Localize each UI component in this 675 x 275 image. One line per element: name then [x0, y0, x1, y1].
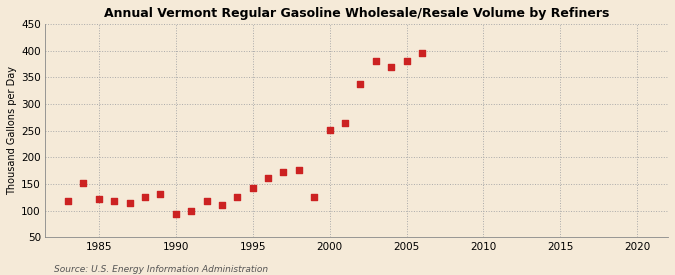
Point [170, 212, 181, 217]
Text: Source: U.S. Energy Information Administration: Source: U.S. Energy Information Administ… [54, 265, 268, 274]
Point [124, 200, 135, 205]
Point [416, 51, 427, 56]
Point [247, 186, 258, 190]
Point [294, 168, 304, 172]
Point [186, 208, 196, 213]
Point [340, 120, 350, 125]
Point [232, 195, 243, 200]
Point [324, 128, 335, 132]
Point [217, 203, 227, 207]
Title: Annual Vermont Regular Gasoline Wholesale/Resale Volume by Refiners: Annual Vermont Regular Gasoline Wholesal… [104, 7, 610, 20]
Point [63, 199, 74, 203]
Point [401, 59, 412, 63]
Point [355, 81, 366, 86]
Point [201, 199, 212, 203]
Point [109, 199, 119, 203]
Point [385, 64, 396, 69]
Point [263, 176, 273, 180]
Point [309, 195, 320, 200]
Point [93, 197, 104, 201]
Point [371, 59, 381, 63]
Point [78, 181, 89, 185]
Point [155, 192, 166, 196]
Point [278, 170, 289, 174]
Y-axis label: Thousand Gallons per Day: Thousand Gallons per Day [7, 66, 17, 195]
Point [140, 195, 151, 199]
